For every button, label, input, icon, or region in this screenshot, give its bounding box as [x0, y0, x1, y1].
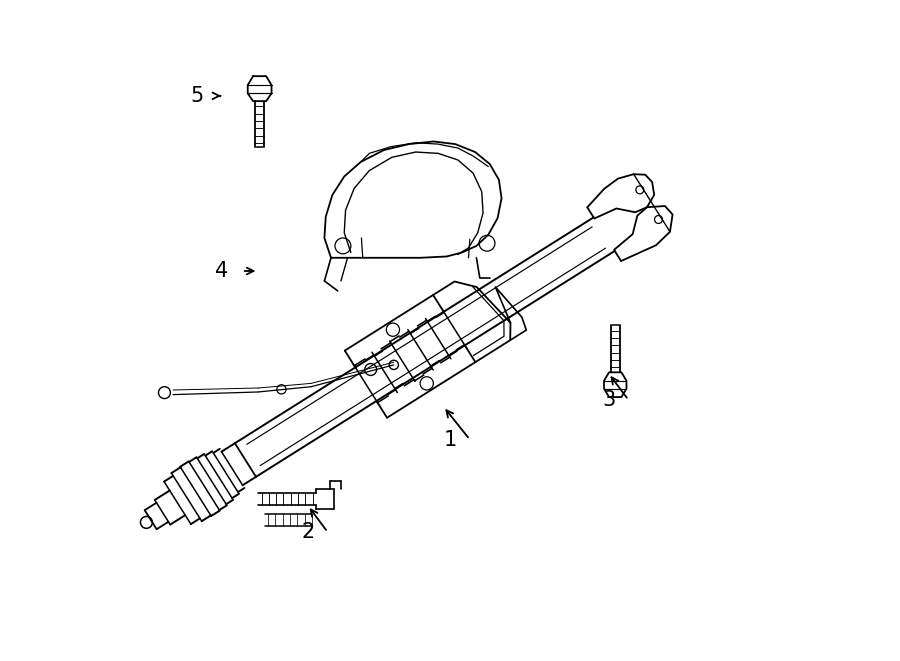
Text: 4: 4 [215, 261, 229, 281]
Text: 2: 2 [302, 522, 314, 542]
Text: 3: 3 [602, 390, 616, 410]
Text: 5: 5 [191, 86, 204, 106]
Text: 1: 1 [444, 430, 456, 449]
